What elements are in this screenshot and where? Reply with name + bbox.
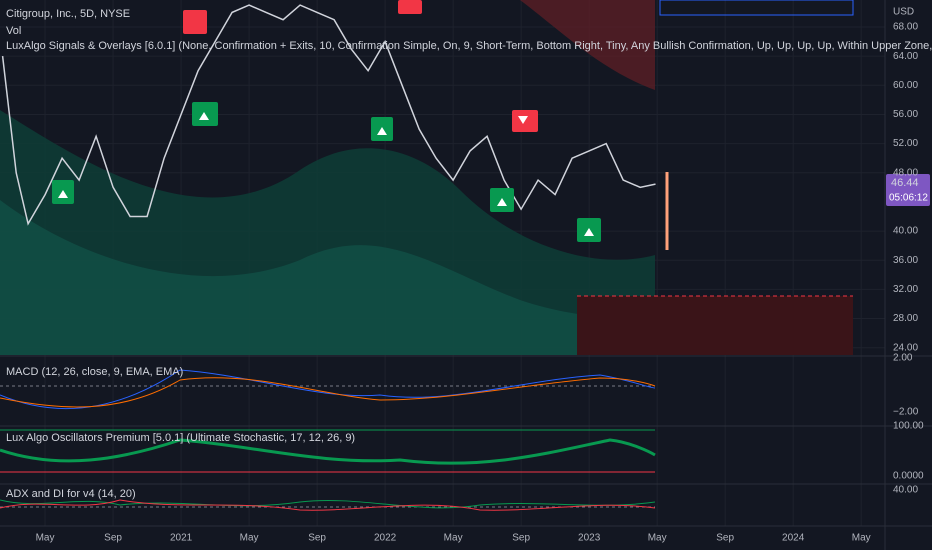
y-tick-label: 52.00 [893,138,918,149]
x-tick-label: 2024 [782,533,805,544]
pane-label: Lux Algo Oscillators Premium [5.0.1] (Ul… [6,432,355,444]
x-tick-label: Sep [308,533,326,544]
pane-axis-label: 0.0000 [893,471,924,482]
pane-axis-label: 2.00 [893,353,913,364]
currency: USD [893,7,914,18]
pane-axis-label: −2.00 [893,407,919,418]
upper-zone [520,0,655,90]
osc-line [0,438,656,465]
y-tick-label: 24.00 [893,342,918,353]
x-tick-label: Sep [104,533,122,544]
x-tick-label: 2021 [170,533,193,544]
chart-title: Citigroup, Inc., 5D, NYSE [6,8,130,20]
countdown: 05:06:12 [889,193,928,204]
y-tick-label: 60.00 [893,80,918,91]
macd-line [0,369,656,410]
lower-zone-inner [0,200,655,355]
x-tick-label: May [852,533,871,544]
tp-zone [659,0,854,16]
x-tick-label: May [648,533,667,544]
pane-label: ADX and DI for v4 (14, 20) [6,488,136,500]
signal-line [0,377,656,408]
x-tick-label: May [444,533,463,544]
y-tick-label: 68.00 [893,22,918,33]
pane-axis-label: 40.00 [893,485,918,496]
last-price: 46.44 [891,177,919,189]
sl-zone [577,296,853,355]
x-tick-label: May [240,533,259,544]
x-tick-label: 2022 [374,533,397,544]
price-line [1,4,656,226]
di-minus [0,499,656,511]
y-tick-label: 56.00 [893,109,918,120]
y-tick-label: 28.00 [893,313,918,324]
y-tick-label: 48.00 [893,167,918,178]
x-tick-label: Sep [512,533,530,544]
pane-axis-label: 100.00 [893,421,924,432]
x-tick-label: May [36,533,55,544]
y-tick-label: 32.00 [893,284,918,295]
volume-label: Vol [6,25,21,37]
y-tick-label: 40.00 [893,226,918,237]
last-price-box [886,174,930,206]
x-tick-label: 2023 [578,533,601,544]
y-tick-label: 64.00 [893,51,918,62]
overlay-label: LuxAlgo Signals & Overlays [6.0.1] (None… [6,40,932,52]
pane-label: MACD (12, 26, close, 9, EMA, EMA) [6,366,183,378]
y-tick-label: 36.00 [893,255,918,266]
signals [52,0,601,242]
di-plus [0,499,656,509]
x-tick-label: Sep [716,533,734,544]
